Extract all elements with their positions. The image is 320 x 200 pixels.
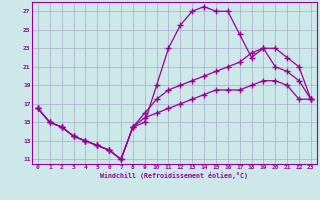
X-axis label: Windchill (Refroidissement éolien,°C): Windchill (Refroidissement éolien,°C) bbox=[100, 172, 248, 179]
